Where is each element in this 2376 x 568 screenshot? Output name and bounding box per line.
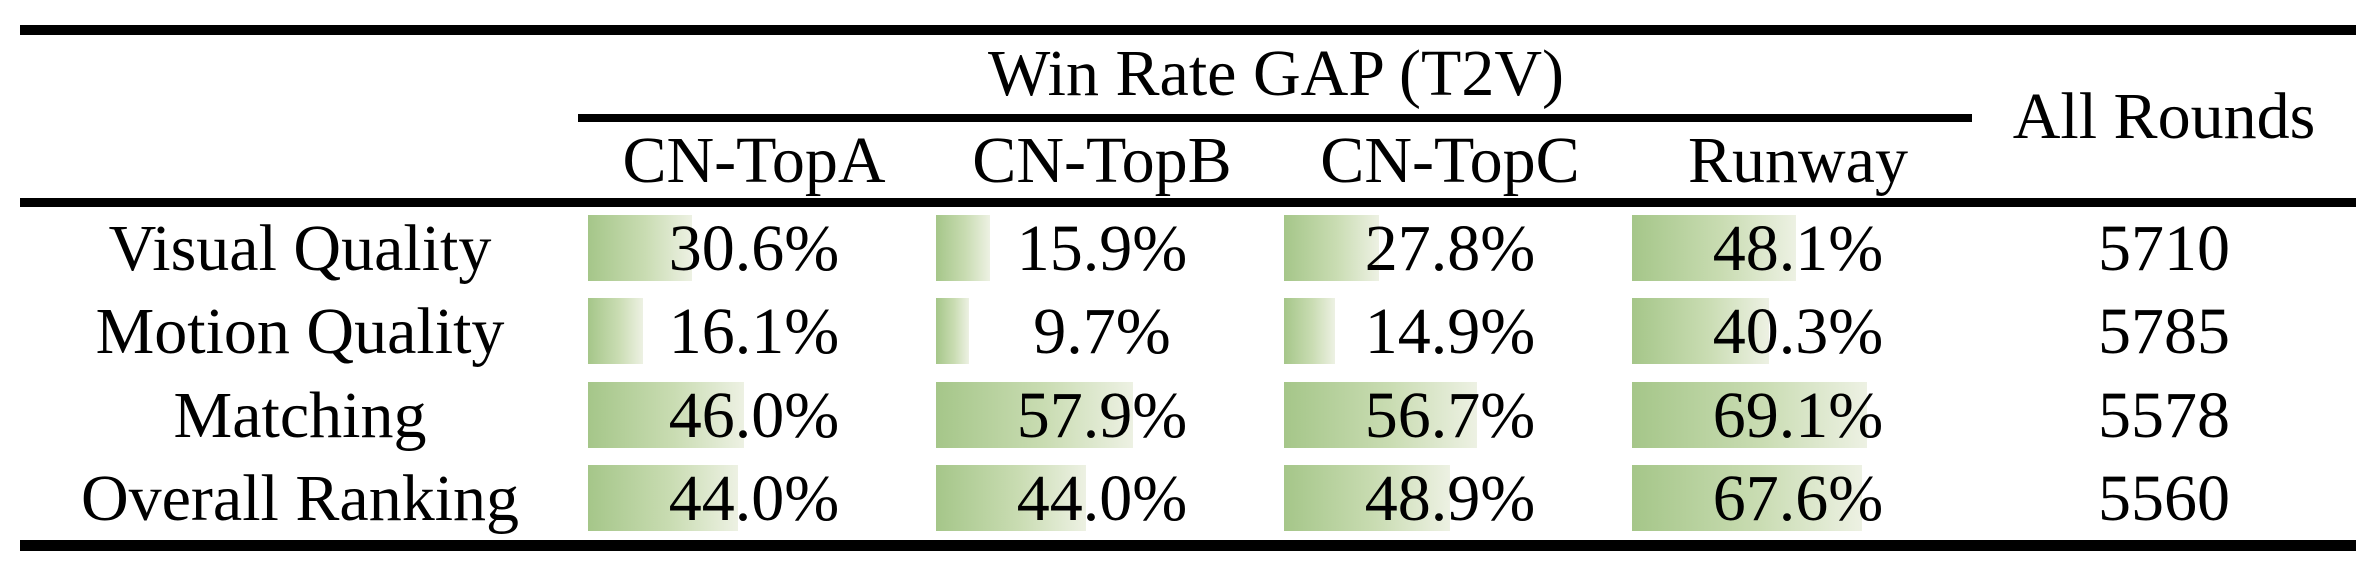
value-cell: 46.0% xyxy=(580,374,928,457)
column-header-runway: Runway xyxy=(1688,124,1908,197)
value-cell: 69.1% xyxy=(1624,374,1972,457)
value-cell: 67.6% xyxy=(1624,457,1972,540)
data-bar-track xyxy=(1284,215,1624,281)
value-cell: 9.7% xyxy=(928,290,1276,373)
win-rate-value: 14.9% xyxy=(1364,294,1536,368)
value-cell: 27.8% xyxy=(1276,207,1624,290)
data-bar xyxy=(1284,465,1451,531)
row-label: Matching xyxy=(173,378,427,452)
data-bar xyxy=(936,465,1086,531)
value-cell: 57.9% xyxy=(928,374,1276,457)
data-bar-track xyxy=(936,215,1276,281)
row-label: Overall Ranking xyxy=(80,461,520,535)
column-header-all-rounds: All Rounds xyxy=(2012,79,2316,153)
win-rate-value: 15.9% xyxy=(1016,211,1188,285)
data-bar-track xyxy=(1632,465,1972,531)
column-header-cn-topc: CN-TopC xyxy=(1320,124,1580,197)
group-header-win-rate-gap: Win Rate GAP (T2V) xyxy=(988,37,1564,110)
data-bar xyxy=(936,215,991,281)
win-rate-value: 69.1% xyxy=(1712,378,1884,452)
data-bar-track xyxy=(1632,215,1972,281)
win-rate-value: 46.0% xyxy=(668,378,840,452)
column-header-cn-topb: CN-TopB xyxy=(972,124,1232,197)
win-rate-value: 44.0% xyxy=(668,461,840,535)
value-cell: 16.1% xyxy=(580,290,928,373)
win-rate-value: 56.7% xyxy=(1364,378,1536,452)
all-rounds-value: 5785 xyxy=(2098,294,2230,368)
data-bar xyxy=(1632,465,1862,531)
value-cell: 15.9% xyxy=(928,207,1276,290)
data-bar xyxy=(588,465,738,531)
win-rate-value: 57.9% xyxy=(1016,378,1188,452)
data-bar xyxy=(1284,298,1335,364)
data-bar xyxy=(936,382,1133,448)
table-row-motion-quality: Motion Quality 16.1% 9.7% 14.9% 40.3% 57 xyxy=(0,290,2376,373)
data-bar-track xyxy=(588,215,928,281)
data-bar-track xyxy=(1632,382,1972,448)
win-rate-value: 48.1% xyxy=(1712,211,1884,285)
data-bar-track xyxy=(588,382,928,448)
data-bar-track xyxy=(1284,298,1624,364)
table-row-overall-ranking: Overall Ranking 44.0% 44.0% 48.9% 67.6% xyxy=(0,457,2376,540)
data-bar xyxy=(1632,298,1770,364)
value-cell: 48.9% xyxy=(1276,457,1624,540)
data-bar-track xyxy=(1284,465,1624,531)
data-bar xyxy=(1284,382,1477,448)
value-cell: 14.9% xyxy=(1276,290,1624,373)
group-header-underline-rule xyxy=(578,114,1972,122)
data-bar xyxy=(588,382,745,448)
win-rate-value: 30.6% xyxy=(668,211,840,285)
table-row-matching: Matching 46.0% 57.9% 56.7% 69.1% 5578 xyxy=(0,374,2376,457)
row-label: Visual Quality xyxy=(108,211,492,285)
value-cell: 44.0% xyxy=(580,457,928,540)
data-bar xyxy=(1632,215,1796,281)
value-cell: 30.6% xyxy=(580,207,928,290)
data-bar-track xyxy=(936,298,1276,364)
table-row-visual-quality: Visual Quality 30.6% 15.9% 27.8% 48.1% 5 xyxy=(0,207,2376,290)
all-rounds-value: 5710 xyxy=(2098,211,2230,285)
all-rounds-value: 5578 xyxy=(2098,378,2230,452)
data-bar-track xyxy=(1632,298,1972,364)
value-cell: 44.0% xyxy=(928,457,1276,540)
table-top-rule xyxy=(20,25,2356,35)
value-cell: 48.1% xyxy=(1624,207,1972,290)
win-rate-value: 48.9% xyxy=(1364,461,1536,535)
data-bar-track xyxy=(588,465,928,531)
data-bar-track xyxy=(1284,382,1624,448)
data-bar-track xyxy=(936,382,1276,448)
value-cell: 56.7% xyxy=(1276,374,1624,457)
data-bar xyxy=(1284,215,1379,281)
data-bar xyxy=(936,298,969,364)
data-bar xyxy=(588,298,643,364)
win-rate-value: 16.1% xyxy=(668,294,840,368)
win-rate-value: 27.8% xyxy=(1364,211,1536,285)
win-rate-value: 67.6% xyxy=(1712,461,1884,535)
header-bottom-rule xyxy=(20,198,2356,207)
data-bar-track xyxy=(588,298,928,364)
win-rate-value: 44.0% xyxy=(1016,461,1188,535)
data-bar xyxy=(1632,382,1867,448)
table-bottom-rule xyxy=(20,540,2356,551)
data-bar-track xyxy=(936,465,1276,531)
all-rounds-value: 5560 xyxy=(2098,461,2230,535)
win-rate-value: 9.7% xyxy=(1033,294,1171,368)
value-cell: 40.3% xyxy=(1624,290,1972,373)
row-label: Motion Quality xyxy=(95,294,505,368)
data-bar xyxy=(588,215,693,281)
column-header-cn-topa: CN-TopA xyxy=(622,124,886,197)
win-rate-value: 40.3% xyxy=(1712,294,1884,368)
